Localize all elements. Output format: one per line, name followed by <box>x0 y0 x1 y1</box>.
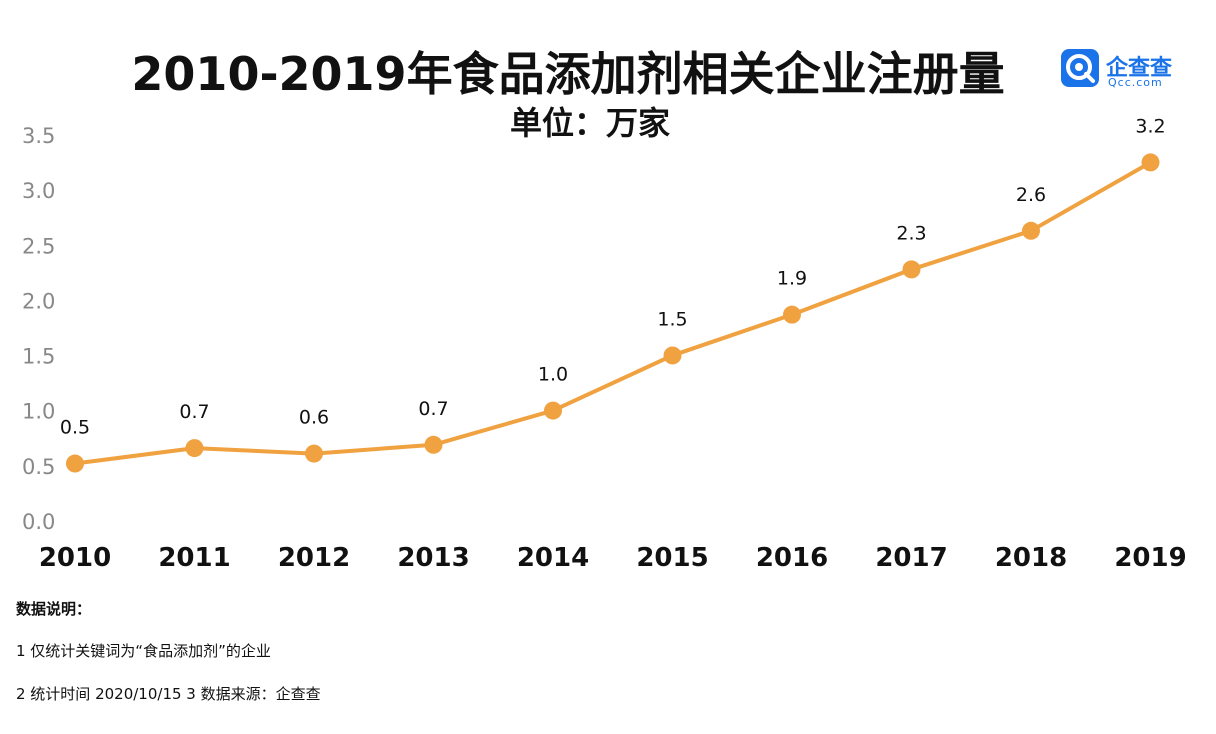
x-tick-label: 2013 <box>397 543 469 573</box>
data-label: 0.6 <box>299 407 329 429</box>
logo-name: 企查查 <box>1106 56 1173 81</box>
x-tick-label: 2017 <box>875 543 947 573</box>
data-label: 0.5 <box>60 417 90 439</box>
y-tick-label: 1.5 <box>22 345 55 369</box>
data-point <box>902 260 921 279</box>
x-tick-label: 2018 <box>995 543 1067 573</box>
data-label: 0.7 <box>418 398 448 420</box>
notes-heading: 数据说明： <box>16 600 92 618</box>
y-tick-label: 2.0 <box>22 289 55 313</box>
x-tick-label: 2019 <box>1114 543 1186 573</box>
data-point <box>305 444 323 463</box>
data-point <box>1022 221 1040 240</box>
y-tick-label: 0.0 <box>22 510 55 534</box>
data-point <box>66 454 84 473</box>
chart-subtitle: 单位：万家 <box>509 104 670 142</box>
data-label: 0.7 <box>179 401 209 423</box>
qcc-logo-icon <box>1061 49 1099 87</box>
x-tick-label: 2010 <box>39 543 111 573</box>
series-line <box>74 160 1152 466</box>
data-point <box>424 435 443 454</box>
y-tick-label: 3.5 <box>22 124 55 148</box>
data-point <box>544 401 562 420</box>
qcc-logo: 企查查 Qcc.com <box>1060 48 1180 92</box>
x-tick-label: 2012 <box>278 543 350 573</box>
data-label: 2.6 <box>1016 184 1046 206</box>
y-tick-label: 1.0 <box>22 400 55 424</box>
y-tick-label: 0.5 <box>22 455 55 479</box>
note-line-2: 2 统计时间 2020/10/15 3 数据来源：企查查 <box>16 685 321 703</box>
y-tick-label: 2.5 <box>22 234 55 258</box>
note-line-1: 1 仅统计关键词为“食品添加剂”的企业 <box>16 642 271 660</box>
data-point <box>783 305 801 324</box>
chart-title: 2010-2019年食品添加剂相关企业注册量 <box>131 47 1005 101</box>
data-point <box>1141 153 1160 172</box>
data-label: 2.3 <box>896 222 926 244</box>
data-label: 1.9 <box>777 268 807 290</box>
x-tick-label: 2016 <box>756 543 828 573</box>
data-label: 1.5 <box>657 308 687 330</box>
data-label: 3.2 <box>1135 115 1165 137</box>
data-point <box>663 346 682 365</box>
x-tick-label: 2015 <box>636 543 708 573</box>
x-tick-label: 2014 <box>517 543 589 573</box>
data-point <box>185 439 204 458</box>
data-label: 1.0 <box>538 364 568 386</box>
y-tick-label: 3.0 <box>22 179 55 203</box>
x-tick-label: 2011 <box>158 543 230 573</box>
logo-domain: Qcc.com <box>1108 76 1163 89</box>
